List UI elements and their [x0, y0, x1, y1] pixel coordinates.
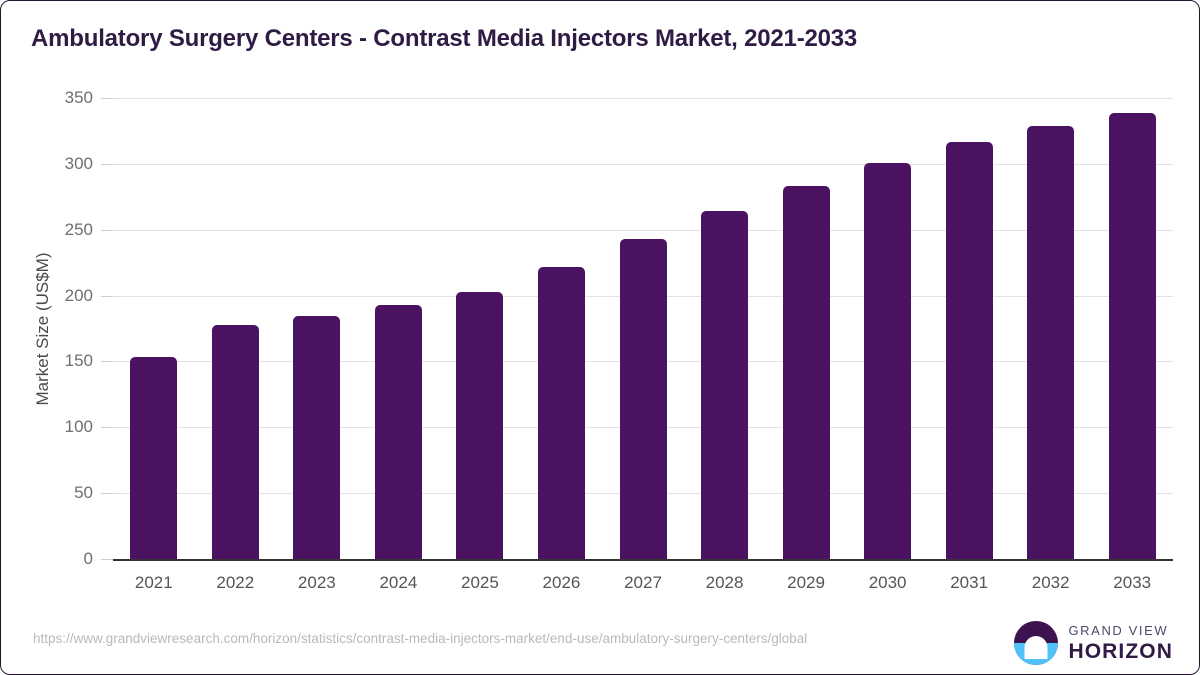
grand-view-horizon-logo: GRAND VIEW HORIZON [1014, 621, 1173, 665]
y-axis-tick-mark [101, 493, 113, 495]
logo-line-lower [1029, 652, 1043, 656]
logo-top-text: GRAND VIEW [1068, 623, 1169, 638]
logo-line-upper [1026, 648, 1046, 651]
x-axis-tick-label: 2024 [379, 573, 418, 592]
bar[interactable] [293, 316, 341, 559]
x-axis-tick-label: 2022 [216, 573, 255, 592]
y-axis-tick-mark [101, 295, 113, 297]
bar-series [113, 98, 1173, 559]
bar[interactable] [537, 267, 585, 559]
bar[interactable] [782, 186, 830, 559]
logo-text: GRAND VIEW HORIZON [1068, 624, 1173, 662]
x-axis-tick-label: 2023 [297, 573, 336, 592]
x-axis-labels: 2021 2022 2023 2024 2025 2026 2027 2028 2029 2030… [113, 573, 1173, 603]
x-axis-tick-label: 2029 [787, 573, 825, 592]
bar[interactable] [1027, 126, 1075, 559]
y-axis-tick-mark [101, 559, 113, 560]
y-axis-tick-mark [101, 163, 113, 165]
source-url[interactable]: https://www.grandviewresearch.com/horizo… [33, 631, 808, 646]
x-axis-tick-label: 2031 [950, 573, 989, 592]
page-title: Ambulatory Surgery Centers - Contrast Me… [31, 25, 858, 52]
bar[interactable] [864, 162, 912, 559]
y-axis-tick-mark [101, 229, 113, 231]
x-axis-tick-label: 2030 [868, 573, 907, 592]
x-axis-tick-label: 2021 [134, 573, 173, 592]
bar[interactable] [619, 238, 667, 559]
gridline [113, 163, 1173, 165]
x-axis-tick-label: 2033 [1113, 573, 1152, 592]
gridline [113, 98, 1173, 99]
bar[interactable] [456, 292, 504, 559]
x-axis-tick-label: 2028 [705, 573, 744, 592]
bar[interactable] [130, 356, 178, 559]
bar[interactable] [211, 325, 259, 559]
logo-bottom-text: HORIZON [1068, 640, 1173, 663]
bar[interactable] [1108, 113, 1156, 559]
x-axis-line [113, 559, 1173, 561]
x-axis-tick-label: 2032 [1031, 573, 1070, 592]
horizon-sun-icon [1014, 621, 1059, 665]
y-axis-tick-mark [101, 98, 113, 99]
y-axis-title: Market Size (US$M) [33, 251, 52, 406]
gridline [113, 229, 1173, 231]
y-axis-tick-mark [101, 361, 113, 363]
y-axis-title-holder: Market Size (US$M) [33, 98, 57, 559]
y-axis-tick-mark [101, 427, 113, 429]
bar[interactable] [374, 305, 422, 559]
plot-area [113, 98, 1173, 559]
bar[interactable] [701, 211, 749, 559]
x-axis-tick-label: 2026 [542, 573, 581, 592]
bar[interactable] [945, 142, 993, 559]
x-axis-tick-label: 2025 [461, 573, 499, 592]
x-axis-tick-label: 2027 [624, 573, 662, 592]
